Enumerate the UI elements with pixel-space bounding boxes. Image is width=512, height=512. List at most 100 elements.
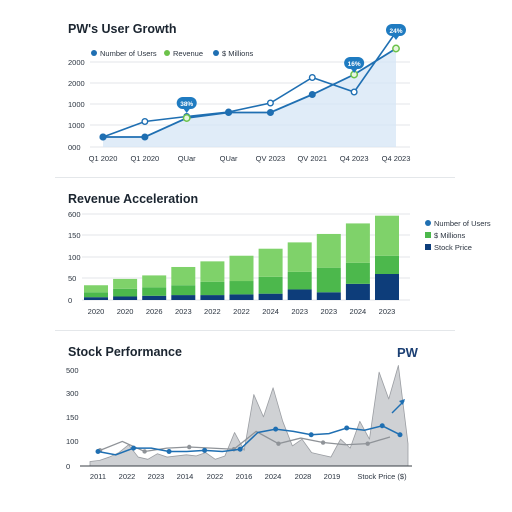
bar-segment <box>316 267 341 293</box>
pw-corner-label: PW <box>397 345 418 360</box>
data-point <box>95 448 101 454</box>
bars <box>84 215 399 300</box>
bar-segment <box>84 292 108 298</box>
y-tick-label: 100 <box>68 253 81 262</box>
data-point <box>142 449 147 454</box>
divider <box>55 330 455 331</box>
x-tick-labels: 2011 2022 2023 2014 2022 2016 2024 2028 2019 Stoc… <box>90 472 407 481</box>
legend-label: Number of Users <box>434 219 491 228</box>
bar-segment <box>113 278 138 289</box>
x-tick-label: 2023 <box>175 307 192 316</box>
legend-marker-users <box>91 50 97 56</box>
legend-marker-users <box>425 220 431 226</box>
data-point <box>141 133 149 141</box>
legend-label: $ Millions <box>222 49 254 58</box>
data-point <box>276 441 281 446</box>
x-tick-label: 2023 <box>379 307 396 316</box>
bar-segment <box>171 295 196 300</box>
chart-title: Stock Performance <box>68 345 182 359</box>
divider <box>55 177 455 178</box>
x-tick-label: QV 2023 <box>256 154 286 163</box>
series-line-upper <box>102 31 397 138</box>
data-point <box>379 423 385 429</box>
callout-label: 38% <box>180 101 193 108</box>
data-point <box>350 88 358 96</box>
line-series <box>95 399 405 456</box>
x-tick-label: 2011 <box>90 472 106 481</box>
x-tick-label: QUar <box>220 154 238 163</box>
data-point <box>308 90 316 99</box>
bar-segment <box>375 255 399 275</box>
bar-segment <box>375 274 399 300</box>
x-tick-label: Q4 2023 <box>382 154 411 163</box>
legend: Number of Users $ Millions Stock Price <box>425 219 491 252</box>
bar-segment <box>287 242 312 272</box>
bar-segment <box>142 295 167 300</box>
y-tick-label: 2000 <box>68 58 85 67</box>
data-point <box>99 133 107 141</box>
bar-segment <box>200 295 225 300</box>
bar-segment <box>258 293 283 300</box>
y-tick-label: 150 <box>68 231 81 240</box>
bar-segment <box>113 296 138 300</box>
x-tick-label: 2023 <box>148 472 165 481</box>
callout-pointer <box>183 109 190 113</box>
bar-segment <box>84 285 108 293</box>
y-tick-label: 1000 <box>68 121 85 130</box>
x-tick-label: Q1 2020 <box>89 154 118 163</box>
data-point <box>273 426 279 432</box>
bar-segment <box>171 266 196 286</box>
x-tick-label: 2022 <box>119 472 136 481</box>
bar-segment <box>171 285 196 296</box>
x-tick-label: Q1 2020 <box>130 154 159 163</box>
data-point <box>266 108 274 117</box>
legend-label: $ Millions <box>434 231 466 240</box>
legend-marker-millions <box>425 232 431 238</box>
y-tick-label: 300 <box>66 389 79 398</box>
data-point <box>225 108 233 117</box>
y-tick-label: 600 <box>68 210 81 219</box>
y-tick-labels: 2000 2000 1000 1000 000 <box>68 58 85 152</box>
x-tick-label: 2023 <box>320 307 337 316</box>
y-tick-label: 500 <box>66 366 79 375</box>
bar-segment <box>258 248 283 277</box>
data-point <box>202 447 208 453</box>
series-line-gray <box>99 430 391 453</box>
data-point <box>365 441 370 446</box>
legend-label: Stock Price <box>434 243 472 252</box>
x-tick-label: QUar <box>178 154 196 163</box>
y-tick-labels: 600 150 100 50 0 <box>68 210 81 305</box>
bar-segment <box>287 289 312 300</box>
data-point <box>397 432 403 438</box>
bar-segment <box>316 233 341 268</box>
area-fill <box>103 48 396 147</box>
data-point <box>187 444 192 450</box>
data-point <box>308 432 314 438</box>
x-tick-label: 2019 <box>324 472 341 481</box>
area-series <box>89 365 409 467</box>
data-point <box>320 440 326 445</box>
x-tick-label: Q4 2023 <box>340 154 369 163</box>
x-tick-label: QV 2021 <box>297 154 327 163</box>
x-tick-label: 2026 <box>146 307 163 316</box>
bar-segment <box>258 276 283 294</box>
chart-title: PW's User Growth <box>68 22 177 36</box>
trend-arrow-head <box>399 399 405 405</box>
x-tick-label: 2022 <box>204 307 221 316</box>
bar-segment <box>113 288 138 297</box>
user-growth-panel: PW's User Growth 2000 2000 1000 1000 000 38%… <box>0 0 512 175</box>
bar-segment <box>142 287 167 296</box>
bar-segment <box>345 262 370 284</box>
x-tick-label: 2020 <box>88 307 105 316</box>
bar-segment <box>316 292 341 300</box>
legend-marker-millions <box>213 50 219 56</box>
x-tick-label: 2023 <box>291 307 308 316</box>
callout-badge <box>386 24 406 36</box>
y-tick-label: 50 <box>68 274 76 283</box>
stock-panel: Stock Performance PW 500 300 150 100 0 2011 2… <box>0 331 512 512</box>
callout-pointer <box>351 69 358 73</box>
y-tick-label: 100 <box>66 437 79 446</box>
data-point <box>266 99 274 107</box>
bar-segment <box>287 271 312 290</box>
